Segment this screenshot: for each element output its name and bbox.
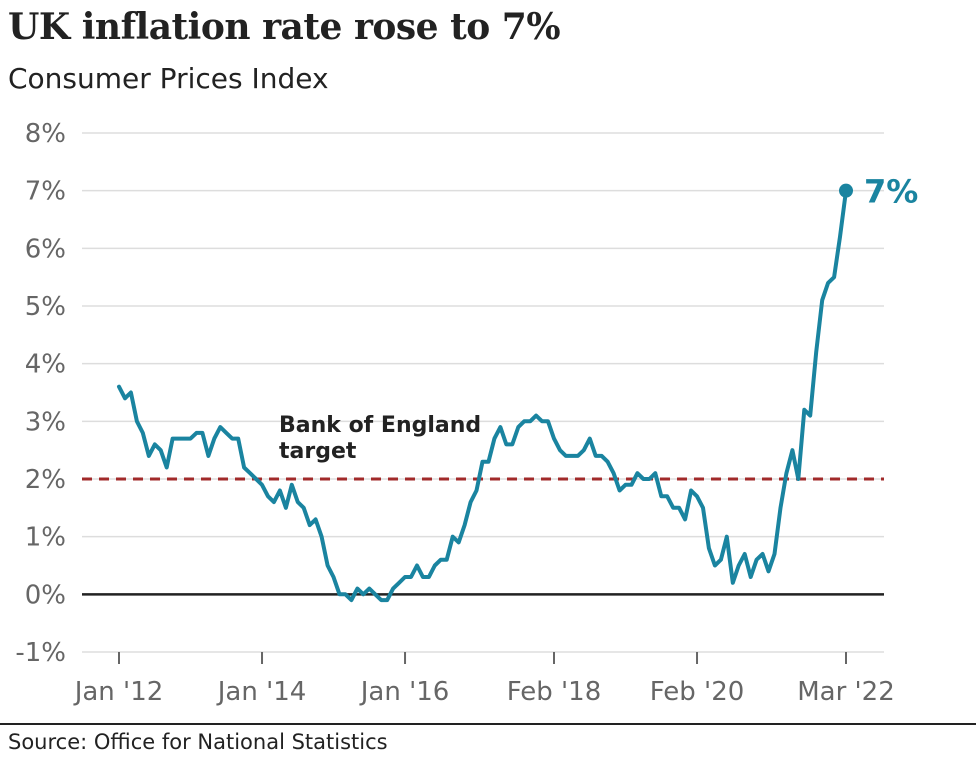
x-tick-label: Feb '20 [650, 677, 745, 707]
cpi-series-line [117, 188, 848, 603]
y-tick-label: 8% [25, 119, 66, 149]
y-tick-label: 0% [25, 580, 66, 610]
y-tick-label: 3% [25, 407, 66, 437]
target-annotation-line2: target [279, 439, 357, 464]
line-chart: 8% 7% 6% 5% 4% 3% 2% 1% 0% -1% Bank of England ta… [15, 119, 918, 707]
target-line-group: Bank of England target [82, 413, 884, 481]
x-tick-label: Jan '16 [359, 677, 450, 707]
x-tick-label: Jan '12 [73, 677, 164, 707]
x-axis-ticks: Jan '12 Jan '14 Jan '16 Feb '18 Feb '20 Mar '… [73, 652, 895, 707]
source-note: Source: Office for National Statistics [8, 730, 388, 754]
x-tick-label: Mar '22 [797, 677, 895, 707]
latest-value-label: 7% [864, 173, 918, 211]
gridlines [82, 132, 884, 653]
x-tick-label: Jan '14 [216, 677, 307, 707]
footer-divider [0, 723, 976, 725]
chart-title: UK inflation rate rose to 7% [8, 6, 561, 48]
chart-subtitle: Consumer Prices Index [8, 62, 329, 95]
y-tick-label: 5% [25, 292, 66, 322]
latest-value-point [839, 183, 853, 198]
y-tick-label: 4% [25, 350, 66, 380]
x-tick-label: Feb '18 [507, 677, 602, 707]
y-axis-ticks: 8% 7% 6% 5% 4% 3% 2% 1% 0% -1% [15, 119, 66, 668]
target-annotation-line1: Bank of England [279, 413, 481, 438]
y-tick-label: 1% [25, 523, 66, 553]
y-tick-label: 6% [25, 234, 66, 264]
y-tick-label: 2% [25, 465, 66, 495]
y-tick-label: -1% [15, 638, 66, 668]
y-tick-label: 7% [25, 177, 66, 207]
